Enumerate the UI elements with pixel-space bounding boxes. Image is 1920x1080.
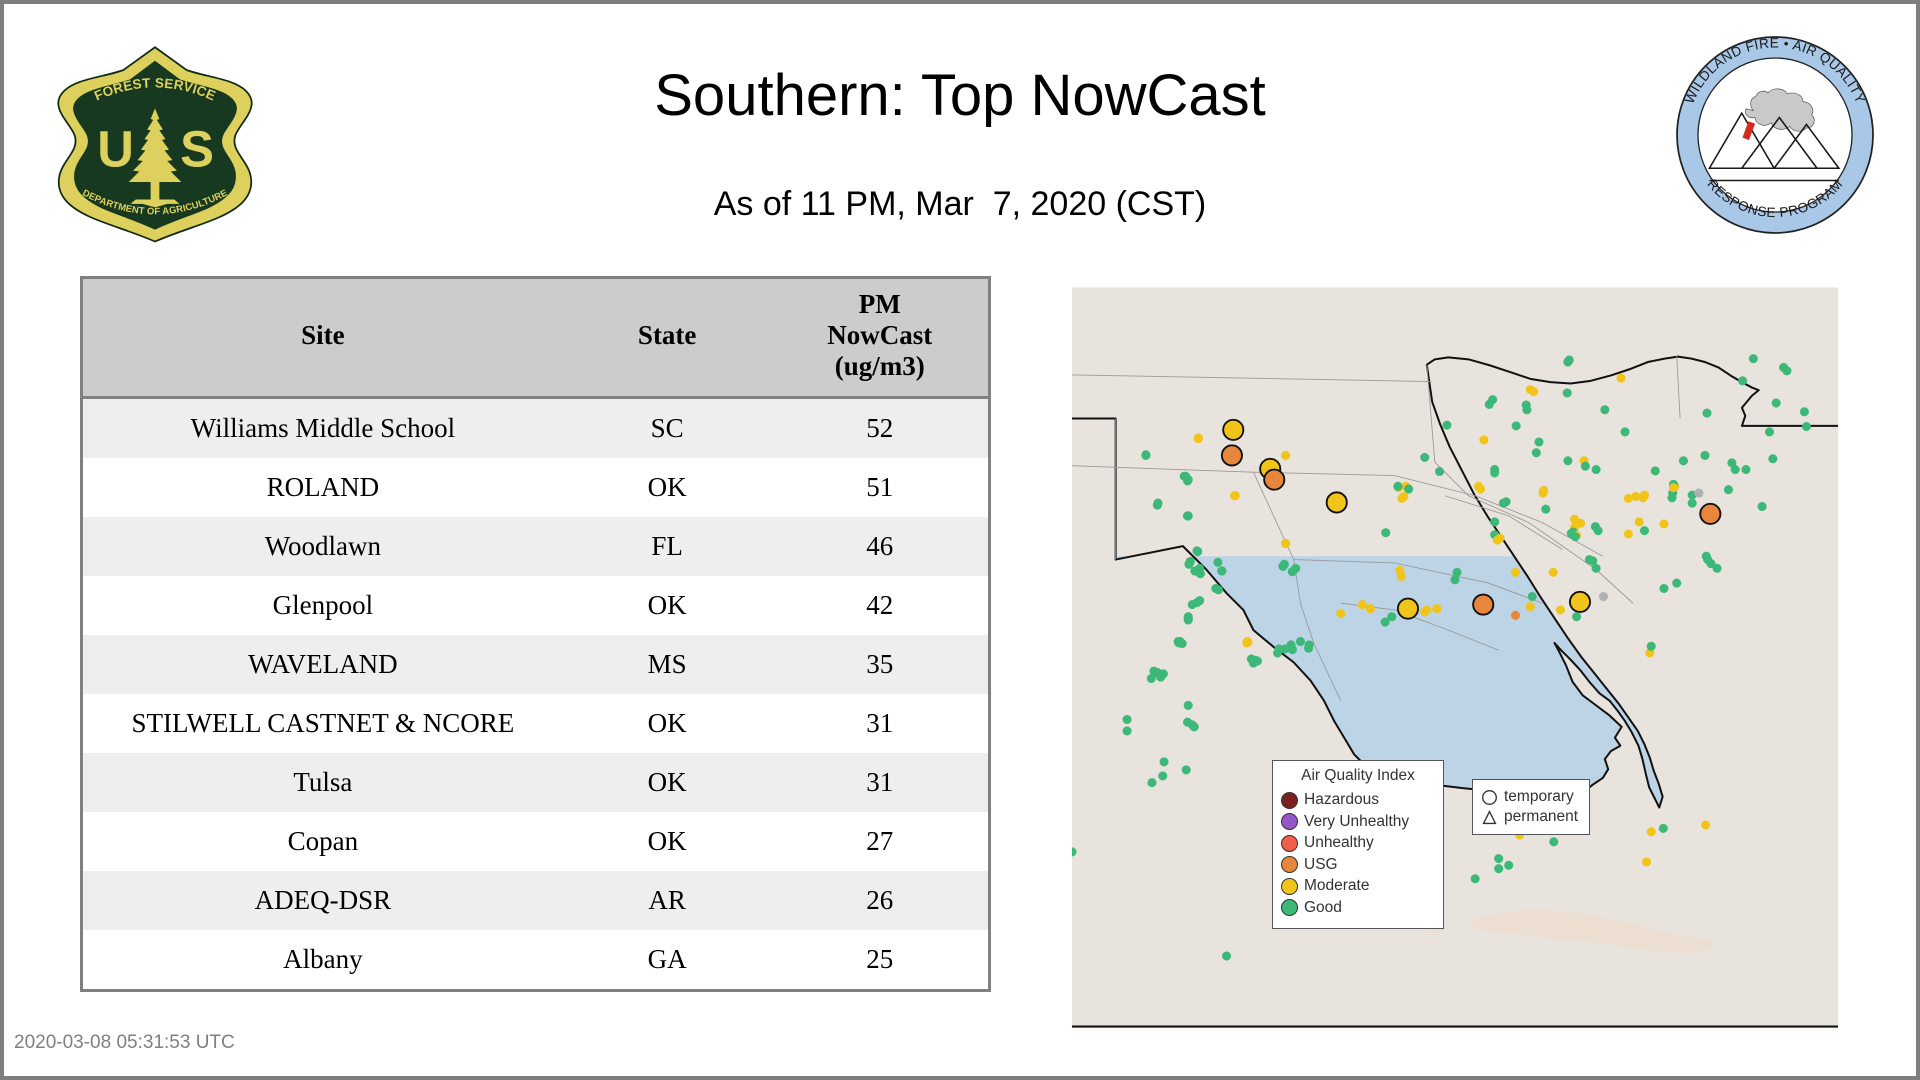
svg-text:U: U bbox=[97, 120, 134, 177]
svg-text:S: S bbox=[180, 120, 214, 177]
